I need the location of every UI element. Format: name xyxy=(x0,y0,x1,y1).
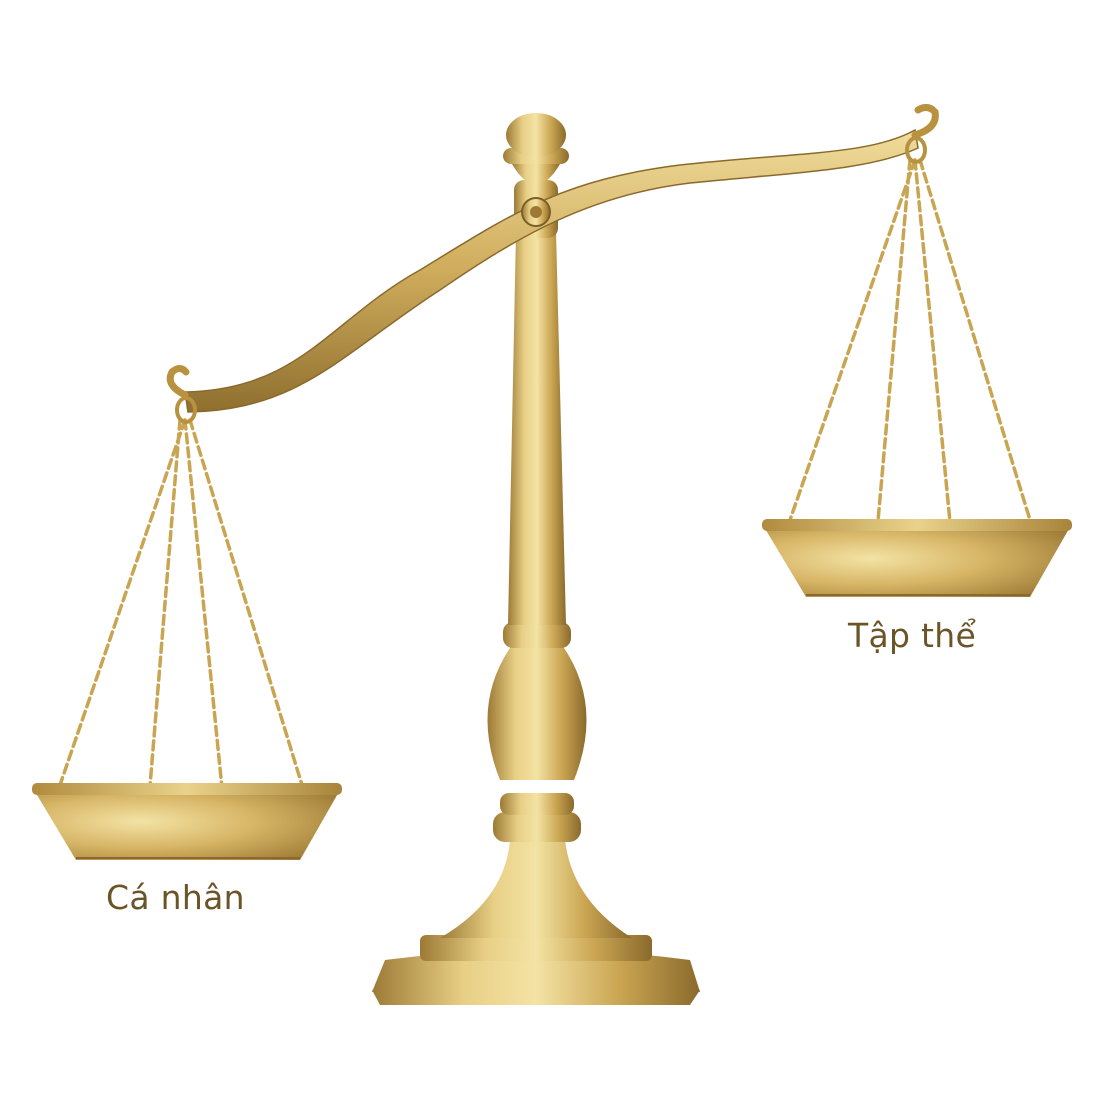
scale-beam xyxy=(166,103,939,424)
scale-stand xyxy=(372,113,700,1005)
left-pan-label: Cá nhân xyxy=(106,878,245,917)
right-chains xyxy=(788,158,1032,524)
right-pan xyxy=(762,519,1072,597)
left-pan xyxy=(32,783,342,860)
right-pan-label: Tập thể xyxy=(848,616,977,655)
left-chains xyxy=(58,418,304,790)
